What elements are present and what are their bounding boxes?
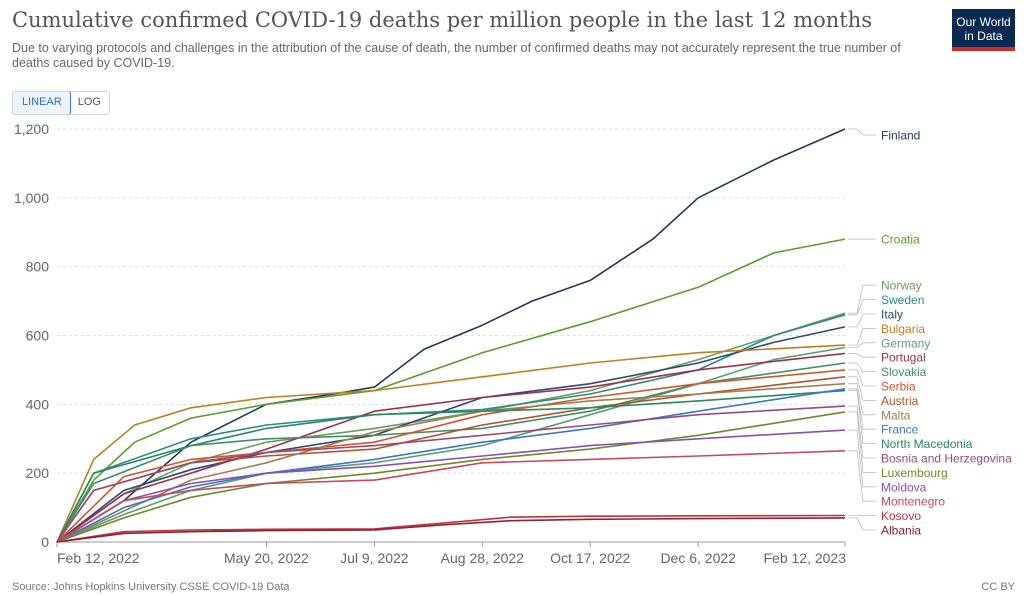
log-scale-button[interactable]: LOG — [77, 96, 101, 108]
series-line-bulgaria — [56, 344, 846, 543]
series-label-italy: Italy — [881, 308, 903, 322]
x-tick-label: May 20, 2022 — [224, 550, 309, 566]
y-tick-label: 600 — [26, 328, 50, 344]
line-chart: 0 200 400 600 800 1,000 1,200 Feb 12, 2022 May 2… — [14, 121, 1012, 566]
leader-line-moldova — [848, 429, 876, 488]
series-label-finland: Finland — [881, 129, 920, 143]
y-tick-label: 400 — [26, 396, 50, 412]
series-line-luxembourg — [56, 411, 846, 543]
series-line-north-macedonia — [56, 389, 846, 543]
leader-line-portugal — [848, 352, 876, 358]
leader-line-serbia — [848, 369, 876, 387]
y-tick-label: 0 — [41, 534, 49, 550]
x-tick-label: Aug 28, 2022 — [441, 550, 525, 566]
y-tick-label: 1,200 — [14, 121, 49, 137]
leader-line-italy — [848, 313, 876, 328]
leader-line-montenegro — [848, 450, 876, 502]
x-tick-label: Dec 6, 2022 — [660, 550, 736, 566]
series-line-bosnia-and-herzegovina — [56, 405, 846, 543]
chart-subtitle: Due to varying protocols and challenges … — [12, 41, 901, 70]
owid-logo[interactable]: Our World in Data — [952, 9, 1015, 51]
series-label-luxembourg: Luxembourg — [881, 466, 948, 480]
leader-line-north-macedonia — [848, 390, 876, 445]
series-line-germany — [56, 346, 846, 543]
linear-scale-button[interactable]: LINEAR — [12, 92, 71, 114]
series-line-portugal — [56, 352, 846, 543]
x-tick-label: Feb 12, 2023 — [763, 550, 846, 566]
x-tick-label: Feb 12, 2022 — [57, 550, 140, 566]
series-label-kosovo: Kosovo — [881, 509, 921, 523]
series-label-malta: Malta — [881, 408, 911, 422]
series-line-norway — [56, 312, 846, 543]
y-tick-label: 1,000 — [14, 190, 49, 206]
y-tick-label: 200 — [26, 465, 50, 481]
series-label-france: France — [881, 423, 919, 437]
y-tick-label: 800 — [26, 259, 50, 275]
series-label-albania: Albania — [881, 524, 921, 538]
series-label-slovakia: Slovakia — [881, 365, 927, 379]
series-label-serbia: Serbia — [881, 380, 916, 394]
logo-line-1: Our World — [956, 15, 1011, 29]
license-note[interactable]: CC BY — [981, 581, 1015, 593]
chart-title: Cumulative confirmed COVID-19 deaths per… — [12, 8, 873, 32]
series-line-montenegro — [56, 450, 846, 543]
series-line-france — [56, 388, 846, 543]
scale-toggle: LINEAR LOG — [12, 91, 110, 115]
leader-line-albania — [848, 517, 876, 531]
series-line-moldova — [56, 429, 846, 543]
series-line-kosovo — [56, 514, 846, 543]
series-label-portugal: Portugal — [881, 351, 926, 365]
series-label-bosnia-and-herzegovina: Bosnia and Herzegovina — [881, 452, 1012, 466]
series-line-finland — [56, 128, 846, 543]
leader-line-france — [848, 388, 876, 430]
leader-line-norway — [848, 284, 876, 314]
leader-line-malta — [848, 383, 876, 416]
leader-line-finland — [848, 128, 876, 136]
series-line-slovakia — [56, 362, 846, 543]
leader-line-sweden — [848, 299, 876, 316]
series-label-bulgaria: Bulgaria — [881, 322, 925, 336]
series-label-montenegro: Montenegro — [881, 495, 945, 509]
leader-line-germany — [848, 342, 876, 348]
leader-line-bulgaria — [848, 327, 876, 346]
leader-line-slovakia — [848, 362, 876, 373]
logo-accent-bar — [952, 47, 1015, 51]
series-line-albania — [56, 517, 846, 543]
series-line-italy — [56, 326, 846, 543]
leader-line-luxembourg — [848, 411, 876, 473]
leader-line-bosnia-and-herzegovina — [848, 405, 876, 459]
series-label-norway: Norway — [881, 279, 922, 293]
series-line-serbia — [56, 369, 846, 543]
logo-line-2: in Data — [964, 29, 1003, 43]
x-tick-label: Oct 17, 2022 — [550, 550, 630, 566]
x-tick-label: Jul 9, 2022 — [340, 550, 409, 566]
series-label-germany: Germany — [881, 336, 930, 350]
series-label-austria: Austria — [881, 394, 919, 408]
series-label-sweden: Sweden — [881, 293, 924, 307]
series-label-north-macedonia: North Macedonia — [881, 437, 973, 451]
source-note[interactable]: Source: Johns Hopkins University CSSE CO… — [12, 581, 290, 593]
series-line-sweden — [56, 314, 846, 543]
series-label-croatia: Croatia — [881, 233, 920, 247]
series-label-moldova: Moldova — [881, 480, 927, 494]
leader-line-austria — [848, 376, 876, 401]
